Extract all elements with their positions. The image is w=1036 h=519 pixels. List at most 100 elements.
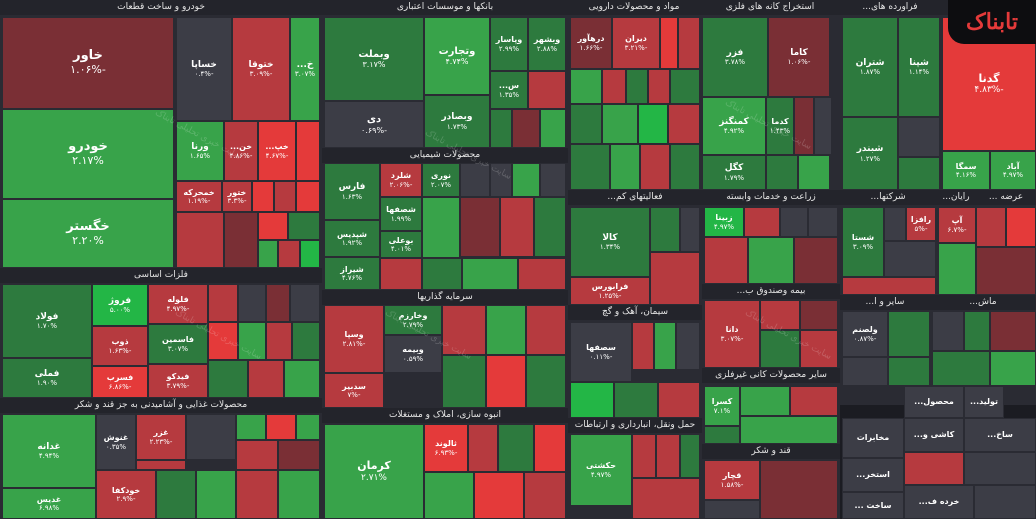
stock-tile-small[interactable] xyxy=(278,240,300,268)
stock-tile-small[interactable] xyxy=(224,212,258,268)
stock-tile[interactable]: کسرا ۷.۱% xyxy=(704,386,740,426)
stock-tile-small[interactable] xyxy=(136,460,186,470)
stock-tile-small[interactable] xyxy=(638,104,668,144)
stock-tile-small[interactable] xyxy=(990,311,1036,351)
stock-tile[interactable]: نوری ۲.۰۷% xyxy=(422,163,460,197)
stock-tile-small[interactable] xyxy=(760,300,800,330)
stock-tile[interactable]: فلوله -۴.۹۷% xyxy=(148,284,208,324)
stock-tile-small[interactable] xyxy=(208,360,248,398)
stock-tile-small[interactable] xyxy=(490,163,512,197)
stock-tile-small[interactable] xyxy=(296,181,320,212)
stock-tile[interactable]: کگل ۱.۷۹% xyxy=(702,155,766,190)
stock-tile[interactable]: شبندر ۱.۲۷% xyxy=(842,117,898,190)
stock-tile[interactable]: کاما -۱.۰۶% xyxy=(768,17,830,97)
stock-tile-small[interactable] xyxy=(632,478,700,519)
stock-tile-small[interactable] xyxy=(422,197,460,258)
stock-tile[interactable]: قچار -۱.۵۸% xyxy=(704,460,760,500)
stock-tile-small[interactable] xyxy=(274,181,296,212)
stock-tile-small[interactable] xyxy=(238,322,266,360)
stock-tile[interactable]: سدبیر -۷% xyxy=(324,373,384,408)
stock-tile[interactable]: خودرو ۲.۱۷% xyxy=(2,109,174,199)
stock-tile-small[interactable] xyxy=(842,277,936,295)
stock-tile[interactable]: فرابورس -۱.۲۵% xyxy=(570,277,650,305)
stock-tile-small[interactable] xyxy=(288,212,320,240)
stock-tile[interactable]: کالا ۱.۳۴% xyxy=(570,207,650,277)
stock-tile-small[interactable] xyxy=(990,351,1036,386)
stock-tile[interactable]: وبشهر ۲.۸۸% xyxy=(528,17,566,71)
stock-tile-small[interactable] xyxy=(632,322,654,370)
stock-tile[interactable]: ولصنم -۰.۸۷% xyxy=(842,311,888,357)
stock-tile-small[interactable] xyxy=(744,207,780,237)
stock-tile-small[interactable] xyxy=(800,300,838,330)
stock-tile[interactable]: خگستر ۲.۲۰% xyxy=(2,199,174,268)
stock-tile-small[interactable] xyxy=(500,197,534,257)
stock-tile[interactable]: شستا ۳.۰۹% xyxy=(842,207,884,277)
stock-tile[interactable]: غنوش ۰.۳۵% xyxy=(96,414,136,470)
stock-tile[interactable]: ورنا ۱.۶۵% xyxy=(176,121,224,181)
stock-tile-small[interactable] xyxy=(888,311,930,357)
stock-tile[interactable]: بوعلی ۴.۰۱% xyxy=(380,231,422,258)
stock-tile-small[interactable] xyxy=(524,472,566,519)
sector-title[interactable]: عرضه ... xyxy=(976,190,1036,205)
stock-tile-small[interactable] xyxy=(278,440,320,470)
sector-title[interactable]: سایر محصولات کانی غیرفلزی xyxy=(702,368,840,383)
stock-tile-small[interactable] xyxy=(490,109,512,148)
stock-tile[interactable]: وبصادر ۱.۷۳% xyxy=(424,95,490,148)
stock-tile-small[interactable] xyxy=(186,414,236,460)
stock-tile[interactable]: دی -۰.۶۹% xyxy=(324,101,424,148)
stock-tile[interactable]: فولاد ۱.۷۰% xyxy=(2,284,92,358)
stock-tile-small[interactable] xyxy=(300,240,320,268)
stock-tile-small[interactable] xyxy=(196,470,236,519)
stock-tile-small[interactable] xyxy=(640,144,670,190)
stock-tile[interactable]: سمگا ۴.۱۶% xyxy=(942,151,990,190)
stock-tile[interactable]: وخارزم ۲.۷۹% xyxy=(384,305,442,335)
stock-tile-small[interactable] xyxy=(570,69,602,104)
stock-tile-small[interactable] xyxy=(808,207,838,237)
stock-tile-small[interactable] xyxy=(888,357,930,386)
stock-tile-small[interactable] xyxy=(760,330,800,368)
stock-tile-small[interactable] xyxy=(534,197,566,257)
stock-tile[interactable]: وبملت ۳.۱۷% xyxy=(324,17,424,101)
sector-title[interactable]: سیمان، آهک و گچ xyxy=(568,305,702,320)
stock-tile[interactable]: دیران -۳.۲۱% xyxy=(612,17,660,69)
sector-title[interactable]: محصولات غذایی و آشامیدنی به جز قند و شکر xyxy=(0,398,322,413)
stock-tile[interactable]: تولید... xyxy=(964,386,1004,418)
stock-tile[interactable]: خساپا -۰.۴% xyxy=(176,17,232,121)
stock-tile-small[interactable] xyxy=(794,97,814,155)
stock-tile-small[interactable] xyxy=(380,258,422,290)
stock-tile-small[interactable] xyxy=(462,258,518,290)
sector-title[interactable]: زراعت و خدمات وابسته xyxy=(702,190,840,205)
stock-tile-small[interactable] xyxy=(704,426,740,444)
stock-tile-small[interactable] xyxy=(794,237,838,284)
stock-tile-small[interactable] xyxy=(626,69,648,104)
stock-tile[interactable]: خودکفا -۲.۹% xyxy=(96,470,156,519)
stock-tile[interactable]: وسپا -۲.۸۱% xyxy=(324,305,384,373)
stock-tile-small[interactable] xyxy=(610,144,640,190)
stock-tile[interactable]: فسرب -۶.۸۶% xyxy=(92,366,148,398)
stock-tile-small[interactable] xyxy=(284,360,320,398)
stock-tile-small[interactable] xyxy=(258,212,288,240)
stock-tile[interactable]: فزر ۳.۷۸% xyxy=(702,17,768,97)
stock-tile[interactable]: ذوب -۱.۶۳% xyxy=(92,326,148,366)
stock-tile-small[interactable] xyxy=(932,311,964,351)
stock-tile-small[interactable] xyxy=(238,284,266,322)
stock-tile[interactable]: وتجارت ۴.۷۴% xyxy=(424,17,490,95)
stock-tile-small[interactable] xyxy=(976,247,1036,295)
stock-tile[interactable]: آپ -۶.۷% xyxy=(938,207,976,243)
stock-tile-small[interactable] xyxy=(798,155,830,190)
stock-tile[interactable]: خ... ۳.۰۷% xyxy=(290,17,320,121)
sector-title[interactable]: انبوه سازی، املاک و مستغلات xyxy=(322,408,568,423)
stock-tile-small[interactable] xyxy=(602,104,638,144)
sector-title[interactable]: سایر و ا... xyxy=(840,295,930,310)
stock-tile[interactable]: فارس ۱.۶۳% xyxy=(324,163,380,220)
stock-tile-small[interactable] xyxy=(296,414,320,440)
stock-tile[interactable]: وبیمه ۰.۵۹% xyxy=(384,335,442,373)
stock-tile-small[interactable] xyxy=(740,386,790,416)
stock-tile-small[interactable] xyxy=(474,472,524,519)
stock-tile[interactable]: رافزا -۵% xyxy=(906,207,936,241)
stock-tile[interactable]: فملی ۱.۹۰% xyxy=(2,358,92,398)
stock-tile-small[interactable] xyxy=(932,351,990,386)
sector-title[interactable]: شرکتها... xyxy=(840,190,936,205)
stock-tile-small[interactable] xyxy=(208,284,238,322)
stock-tile-small[interactable] xyxy=(208,322,238,360)
